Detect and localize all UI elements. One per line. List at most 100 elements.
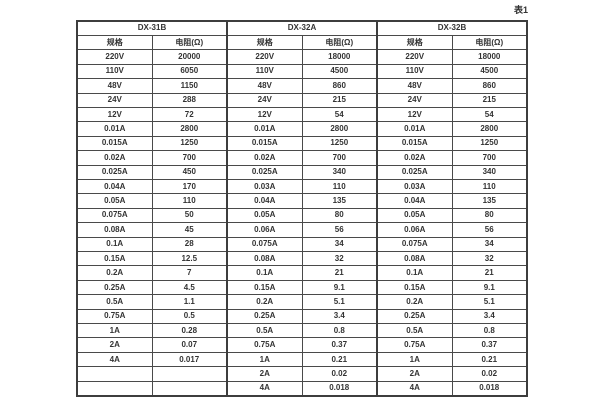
resistance-cell: 110 xyxy=(451,178,528,195)
spec-cell: 0.02A xyxy=(76,150,153,166)
spec-cell: 12V xyxy=(226,106,303,123)
resistance-cell: 0.8 xyxy=(451,323,528,339)
resistance-cell: 0.017 xyxy=(151,351,228,368)
col-header-spec: 规格 xyxy=(76,34,153,51)
resistance-cell: 1150 xyxy=(151,78,228,94)
spec-cell: 0.075A xyxy=(226,236,303,253)
table-row: 0.1A 28 0.075A 34 0.075A 34 xyxy=(76,236,528,253)
resistance-cell: 0.07 xyxy=(151,337,228,353)
spec-cell: 1A xyxy=(226,351,303,368)
spec-cell: 0.5A xyxy=(376,323,453,339)
table-row: 220V 20000 220V 18000 220V 18000 xyxy=(76,49,528,65)
spec-cell: 0.01A xyxy=(76,121,153,137)
table-row: 4A 0.018 4A 0.018 xyxy=(76,380,528,397)
table-row: 1A 0.28 0.5A 0.8 0.5A 0.8 xyxy=(76,323,528,339)
resistance-cell: 0.37 xyxy=(451,337,528,353)
spec-cell: 2A xyxy=(226,366,303,382)
resistance-cell: 0.28 xyxy=(151,323,228,339)
spec-cell: 220V xyxy=(376,49,453,65)
spec-cell: 0.015A xyxy=(76,135,153,152)
spec-cell: 0.25A xyxy=(376,308,453,325)
spec-cell: 0.08A xyxy=(226,250,303,267)
resistance-cell: 340 xyxy=(301,164,378,180)
resistance-cell: 9.1 xyxy=(301,279,378,296)
spec-cell: 0.02A xyxy=(226,150,303,166)
resistance-cell: 20000 xyxy=(151,49,228,65)
spec-cell: 24V xyxy=(376,92,453,108)
spec-cell: 24V xyxy=(226,92,303,108)
resistance-cell: 1250 xyxy=(451,135,528,152)
spec-cell: 0.15A xyxy=(376,279,453,296)
resistance-cell: 9.1 xyxy=(451,279,528,296)
resistance-cell: 7 xyxy=(151,265,228,281)
spec-cell: 0.05A xyxy=(76,193,153,209)
spec-cell: 0.2A xyxy=(76,265,153,281)
resistance-cell: 2800 xyxy=(301,121,378,137)
resistance-cell: 50 xyxy=(151,207,228,224)
resistance-cell: 18000 xyxy=(301,49,378,65)
spec-cell: 1A xyxy=(76,323,153,339)
spec-cell: 0.075A xyxy=(376,236,453,253)
spec-cell: 110V xyxy=(376,63,453,80)
resistance-cell: 215 xyxy=(451,92,528,108)
spec-cell: 0.04A xyxy=(76,178,153,195)
spec-cell: 220V xyxy=(226,49,303,65)
resistance-cell: 5.1 xyxy=(451,294,528,310)
resistance-cell: 45 xyxy=(151,222,228,238)
resistance-cell: 1.1 xyxy=(151,294,228,310)
resistance-cell: 80 xyxy=(451,207,528,224)
resistance-cell: 860 xyxy=(451,78,528,94)
resistance-cell: 700 xyxy=(451,150,528,166)
spec-cell: 24V xyxy=(76,92,153,108)
spec-cell: 0.04A xyxy=(376,193,453,209)
section-header-row: DX-31B DX-32A DX-32B xyxy=(76,20,528,36)
spec-cell: 0.01A xyxy=(226,121,303,137)
resistance-cell: 34 xyxy=(451,236,528,253)
spec-cell: 4A xyxy=(76,351,153,368)
col-header-spec: 规格 xyxy=(226,34,303,51)
resistance-cell: 28 xyxy=(151,236,228,253)
table-caption: 表1 xyxy=(513,5,528,15)
spec-cell: 48V xyxy=(226,78,303,94)
resistance-cell: 18000 xyxy=(451,49,528,65)
resistance-cell: 6050 xyxy=(151,63,228,80)
resistance-cell: 34 xyxy=(301,236,378,253)
resistance-cell: 110 xyxy=(151,193,228,209)
spec-cell: 0.5A xyxy=(226,323,303,339)
table-row: 0.04A 170 0.03A 110 0.03A 110 xyxy=(76,178,528,195)
spec-cell: 0.05A xyxy=(226,207,303,224)
resistance-cell: 56 xyxy=(451,222,528,238)
resistance-cell: 0.018 xyxy=(451,380,528,397)
table-row: 12V 72 12V 54 12V 54 xyxy=(76,106,528,123)
table-row: 0.2A 7 0.1A 21 0.1A 21 xyxy=(76,265,528,281)
table-row: 0.08A 45 0.06A 56 0.06A 56 xyxy=(76,222,528,238)
resistance-cell: 54 xyxy=(451,106,528,123)
table-row: 110V 6050 110V 4500 110V 4500 xyxy=(76,63,528,80)
col-header-resistance: 电阻(Ω) xyxy=(451,34,528,51)
resistance-cell: 56 xyxy=(301,222,378,238)
resistance-cell: 21 xyxy=(301,265,378,281)
resistance-cell: 32 xyxy=(451,250,528,267)
spec-cell: 0.25A xyxy=(76,279,153,296)
spec-cell: 0.015A xyxy=(226,135,303,152)
spec-cell: 2A xyxy=(376,366,453,382)
section-header-dx-32a: DX-32A xyxy=(226,20,378,36)
table-row: 0.075A 50 0.05A 80 0.05A 80 xyxy=(76,207,528,224)
table-row: 24V 288 24V 215 24V 215 xyxy=(76,92,528,108)
resistance-cell: 0.018 xyxy=(301,380,378,397)
resistance-cell: 170 xyxy=(151,178,228,195)
resistance-cell: 135 xyxy=(301,193,378,209)
spec-cell: 0.1A xyxy=(76,236,153,253)
resistance-cell: 0.21 xyxy=(301,351,378,368)
spec-cell: 0.06A xyxy=(376,222,453,238)
column-header-row: 规格 电阻(Ω) 规格 电阻(Ω) 规格 电阻(Ω) xyxy=(76,34,528,51)
resistance-cell: 700 xyxy=(301,150,378,166)
resistance-cell: 1250 xyxy=(151,135,228,152)
spec-cell: 0.5A xyxy=(76,294,153,310)
resistance-cell: 5.1 xyxy=(301,294,378,310)
resistance-cell: 2800 xyxy=(151,121,228,137)
spec-cell: 0.025A xyxy=(76,164,153,180)
resistance-cell: 54 xyxy=(301,106,378,123)
resistance-cell xyxy=(151,366,228,382)
